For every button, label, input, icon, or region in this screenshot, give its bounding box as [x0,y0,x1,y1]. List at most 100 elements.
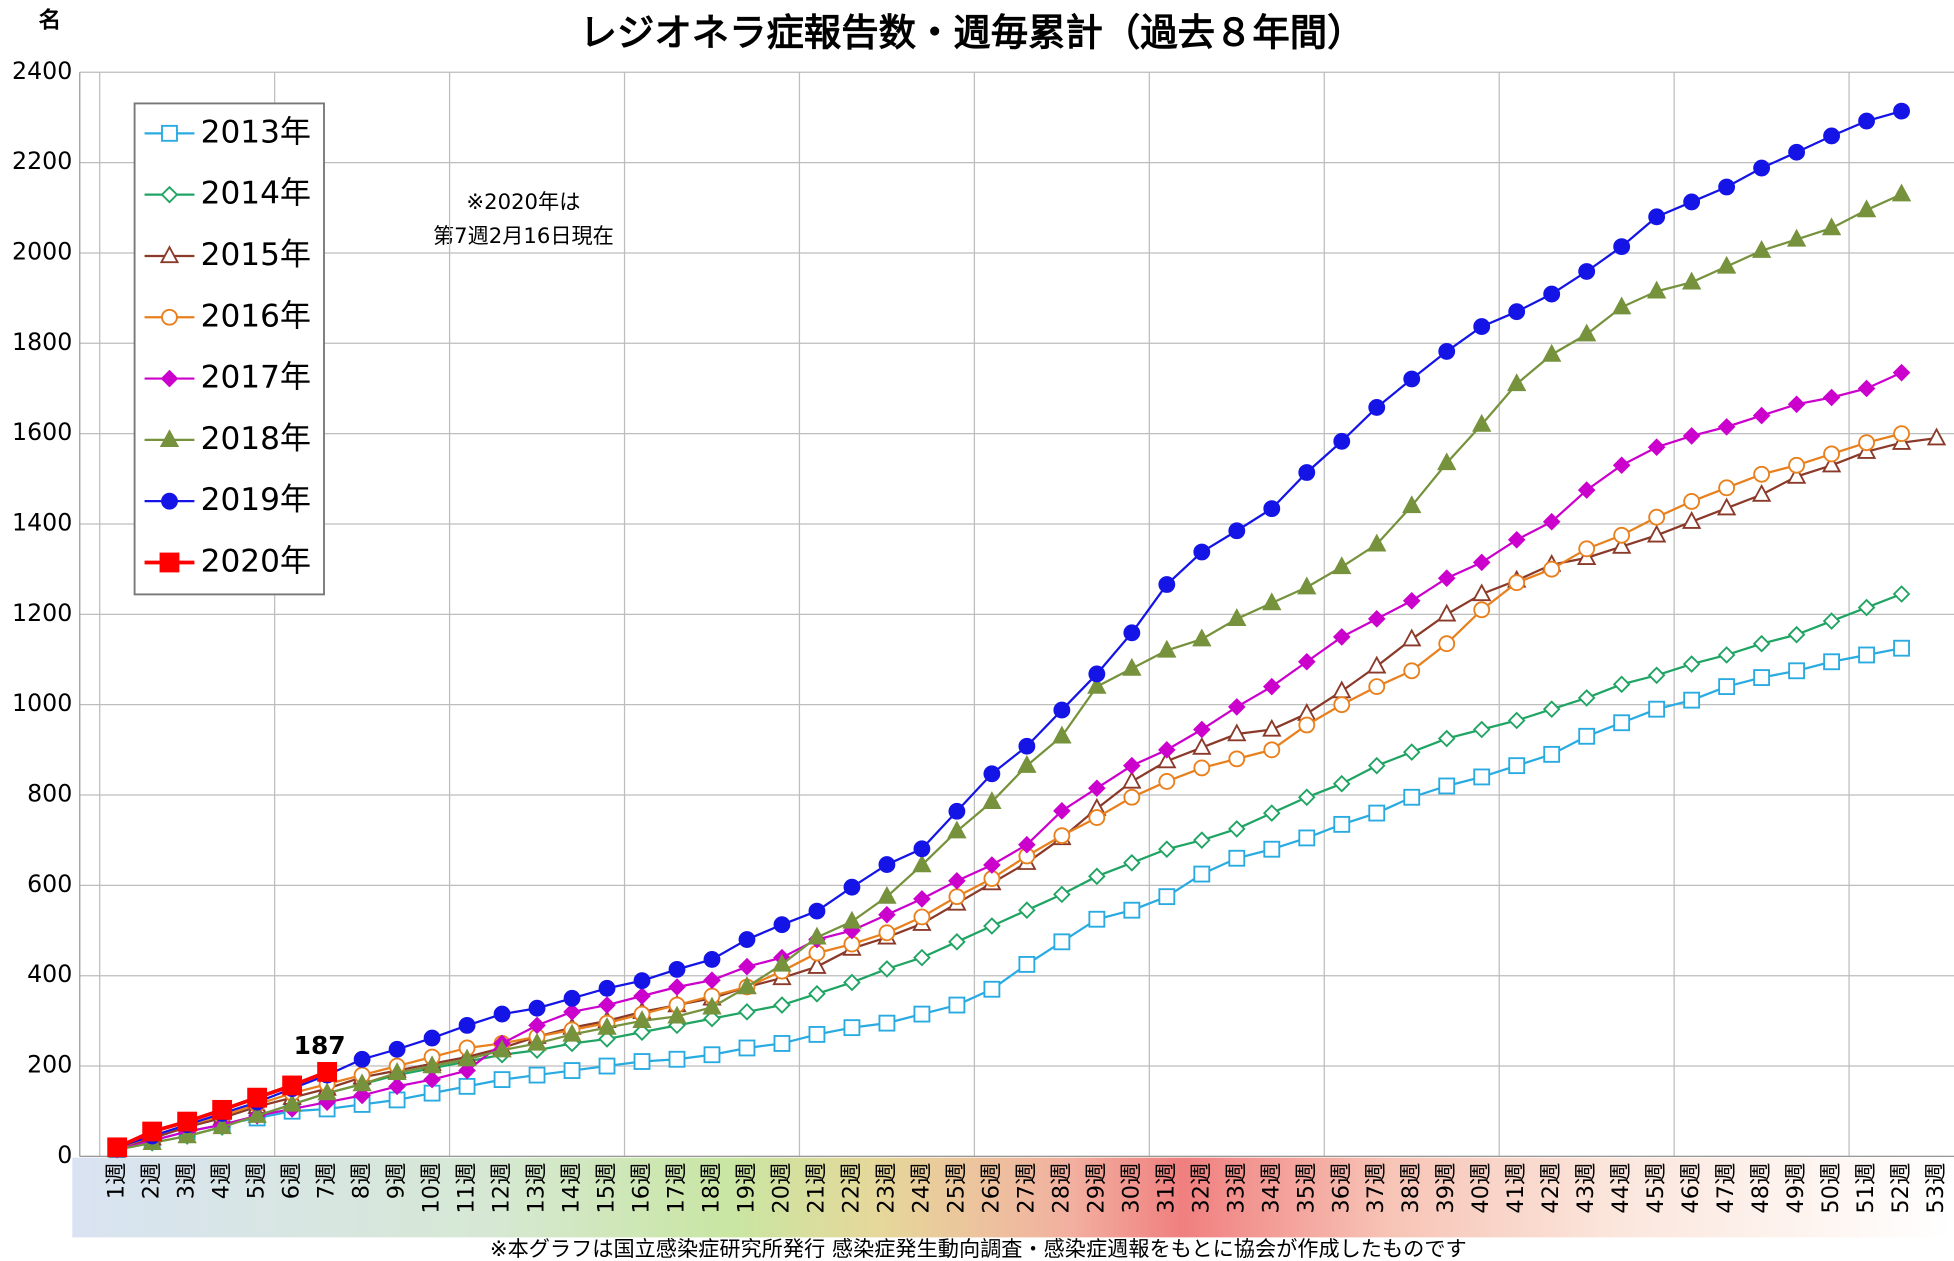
data-point [1473,768,1491,786]
data-point [1892,363,1911,382]
data-point [1613,526,1631,544]
data-point [808,984,826,1003]
x-tick-label: 39週 [1433,1163,1459,1214]
data-point [1367,610,1386,628]
legend-label: 2019年 [201,482,311,518]
data-point [1017,754,1037,773]
data-point [913,948,931,967]
data-point [1752,634,1771,653]
data-point [633,1023,651,1041]
data-point [1297,788,1316,807]
legend-marker [160,185,179,204]
data-point [282,1075,303,1096]
x-tick-label: 45週 [1643,1163,1669,1214]
x-tick-label: 44週 [1608,1163,1634,1214]
data-point [843,878,861,896]
data-point [1122,657,1142,676]
data-point [1157,750,1177,769]
y-tick-label: 1200 [12,599,72,627]
data-point [1753,465,1771,483]
data-point [1786,465,1807,484]
data-point [737,976,757,995]
data-point [1193,865,1211,883]
series-line [116,437,1937,1150]
x-tick-label: 9週 [384,1163,410,1200]
y-unit: 名 [39,7,61,34]
data-point [212,1099,233,1120]
data-point [633,987,651,1005]
data-point [668,1050,686,1068]
data-point [1508,757,1526,775]
data-point [563,989,581,1007]
data-point [1228,849,1246,867]
data-point [1053,933,1071,951]
data-point [703,951,721,968]
legend-label: 2016年 [201,298,311,334]
footnote: ※本グラフは国立感染症研究所発行 感染症発生動向調査・感染症週報をもとに協会が作… [490,1236,1467,1261]
data-point [282,1093,302,1112]
legend-marker [161,492,178,510]
data-point [1542,343,1562,362]
data-point [808,902,826,920]
data-point [1508,574,1526,592]
series-line [116,647,1902,1151]
data-point [1123,788,1141,806]
data-point [1578,540,1596,558]
data-point [388,1040,406,1058]
data-point [1507,373,1527,392]
data-point [1088,809,1106,827]
data-point [493,1005,511,1023]
data-point [1193,831,1211,849]
x-tick-label: 14週 [559,1163,585,1214]
data-point [1857,379,1876,398]
data-point [667,1005,687,1024]
x-tick-label: 35週 [1293,1163,1319,1214]
data-point [703,1046,721,1064]
legend-label: 2018年 [201,421,311,457]
data-point [1646,524,1667,543]
data-point [457,1048,477,1067]
data-point [1157,639,1177,658]
series-line [116,371,1903,1151]
data-point [948,872,966,890]
data-point [1682,655,1701,673]
data-point [1367,655,1387,674]
data-point [528,1066,546,1084]
data-point [353,1050,371,1068]
data-point [1717,418,1736,436]
legend-marker [160,369,179,388]
data-point [878,856,896,873]
data-point [1088,910,1106,928]
data-point [1473,318,1491,335]
x-tick-label: 41週 [1503,1163,1529,1214]
y-tick-label: 200 [27,1051,72,1079]
data-point [597,1016,617,1035]
data-point [1437,603,1457,622]
x-tick-label: 27週 [1013,1163,1039,1214]
data-point [1473,601,1491,619]
data-point [738,1039,756,1057]
data-point [562,1023,582,1042]
data-point [563,1062,581,1079]
data-point [1611,535,1632,554]
x-tick-label: 33週 [1223,1163,1249,1214]
data-point [1193,543,1211,561]
data-point [1858,434,1875,452]
y-tick-label: 1600 [12,418,72,446]
data-point [1367,756,1386,775]
data-point [668,960,686,978]
legend-marker [159,429,180,448]
x-tick-label: 11週 [454,1163,480,1214]
data-point [1578,727,1596,745]
data-point [1893,425,1910,443]
data-point [913,840,931,858]
data-point [1823,653,1840,671]
data-point [1683,691,1701,709]
data-point [1123,756,1141,775]
data-point [598,996,616,1014]
x-tick-label: 23週 [873,1163,899,1214]
legend-label: 2014年 [201,176,311,212]
data-point [1368,804,1386,822]
x-tick-label: 26週 [978,1163,1004,1214]
legend-label: 2020年 [201,543,311,579]
